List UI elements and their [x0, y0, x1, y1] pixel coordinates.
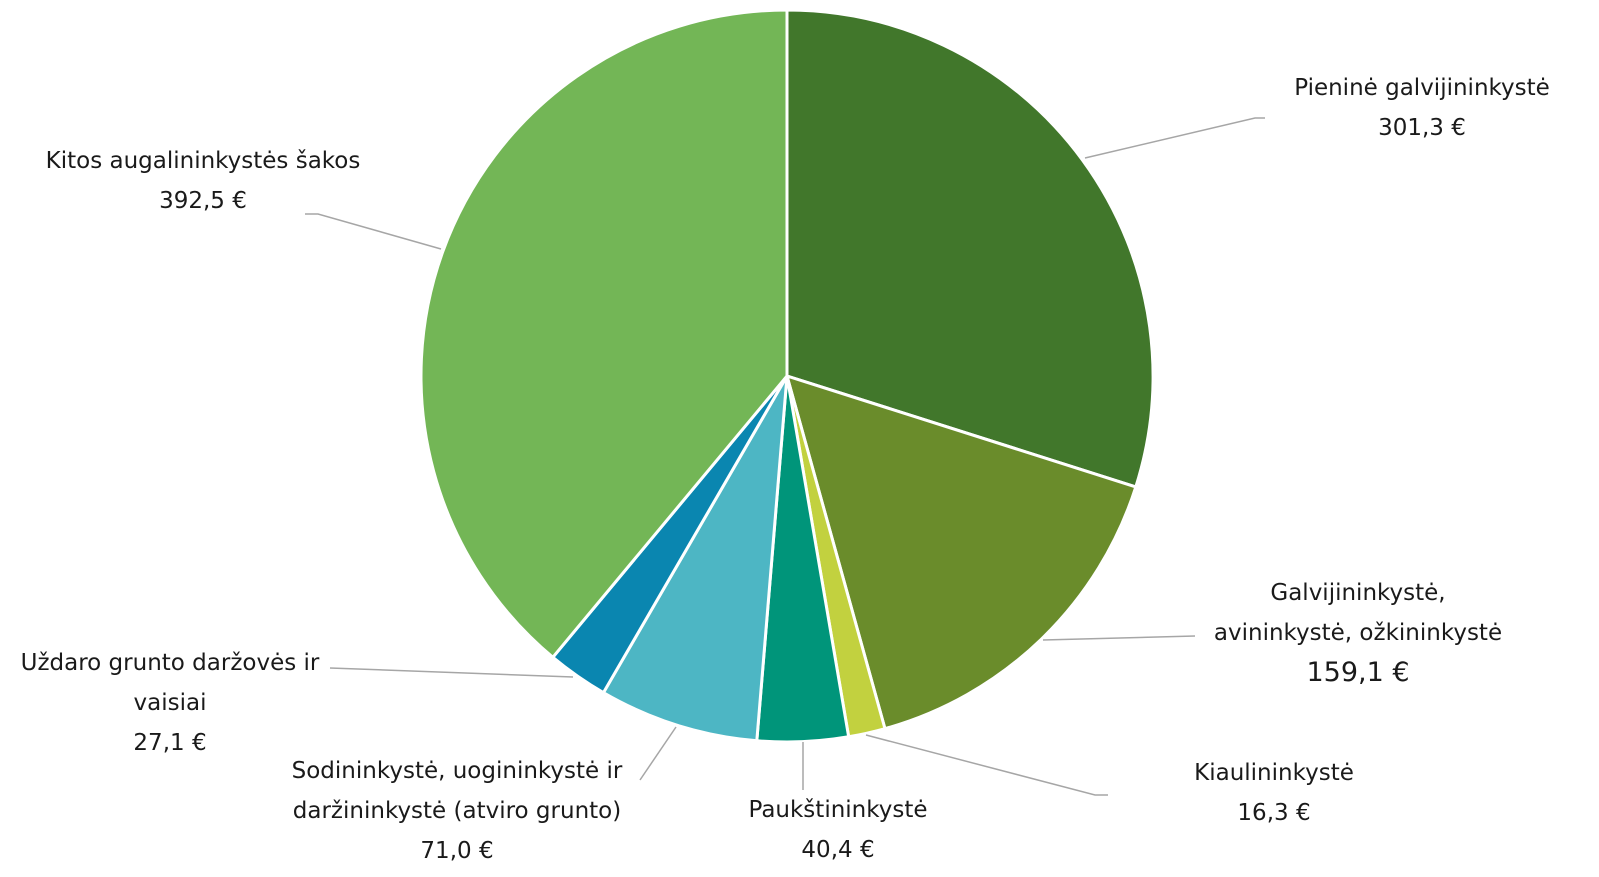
data-label: Pieninė galvijininkystė 301,3 €: [1262, 68, 1582, 148]
pie-slice: [419, 8, 789, 659]
value-label: 40,4 €: [801, 837, 875, 863]
pie-slice: [601, 374, 789, 743]
value-label: 16,3 €: [1237, 800, 1311, 826]
leader-line: [329, 667, 574, 678]
data-label: Sodininkystė, uogininkystė ir daržininky…: [270, 751, 645, 871]
data-label: Kitos augalininkystės šakos 392,5 €: [23, 141, 383, 221]
leader-line: [305, 213, 442, 250]
leader-line: [639, 726, 677, 781]
data-label: Paukštininkystė 40,4 €: [708, 790, 968, 870]
leader-line: [865, 734, 1108, 796]
category-label: Sodininkystė, uogininkystė ir daržininky…: [291, 758, 623, 824]
category-label: Pieninė galvijininkystė: [1294, 75, 1550, 101]
category-label: Uždaro grunto daržovės ir vaisiai: [20, 650, 320, 716]
leader-line: [1084, 117, 1265, 159]
category-label: Galvijininkystė, avininkystė, ožkininkys…: [1213, 580, 1503, 646]
category-label: Kiaulininkystė: [1194, 760, 1354, 786]
data-label: Galvijininkystė, avininkystė, ožkininkys…: [1198, 573, 1518, 693]
category-label: Kitos augalininkystės šakos: [45, 148, 361, 174]
pie-slice: [785, 8, 1155, 489]
value-label: 159,1 €: [1306, 657, 1410, 688]
pie-slice: [785, 374, 1138, 731]
category-label: Paukštininkystė: [748, 797, 928, 823]
value-label: 71,0 €: [420, 838, 494, 864]
value-label: 27,1 €: [133, 730, 207, 756]
leader-line: [1042, 635, 1196, 641]
value-label: 301,3 €: [1378, 115, 1466, 141]
data-label: Kiaulininkystė 16,3 €: [1144, 753, 1404, 833]
value-label: 392,5 €: [159, 188, 247, 214]
data-label: Uždaro grunto daržovės ir vaisiai 27,1 €: [10, 643, 330, 763]
